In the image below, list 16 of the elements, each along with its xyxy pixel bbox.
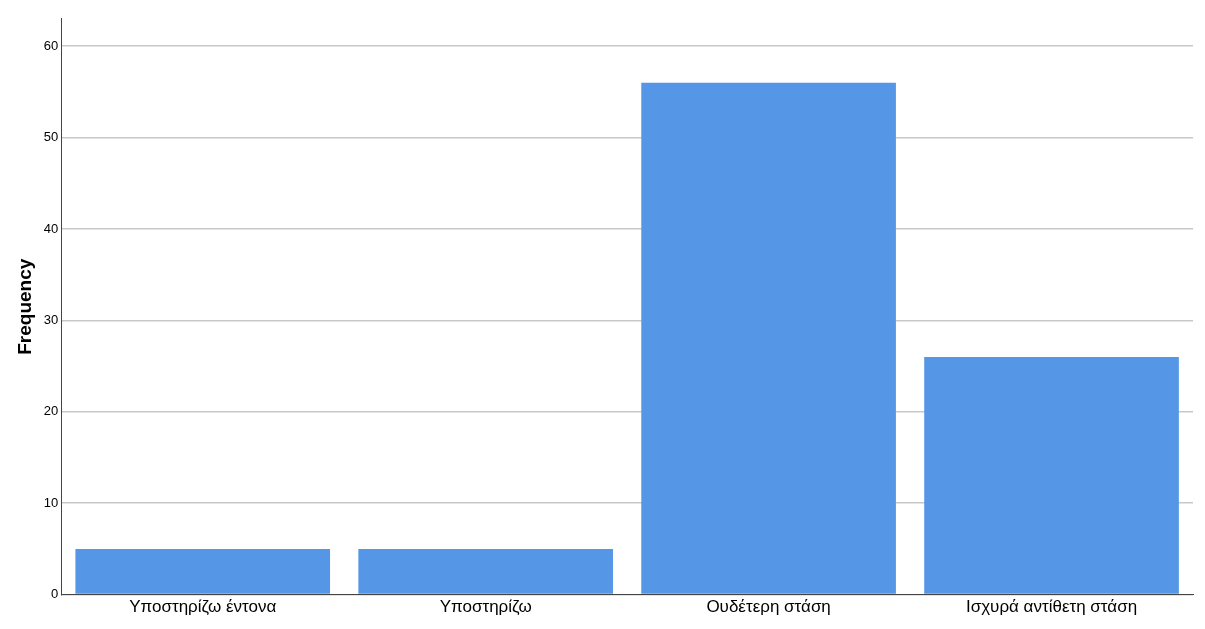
y-tick-label: 60 [43, 37, 59, 53]
y-tick-label: 10 [43, 494, 59, 510]
x-tick-label: Υποστηρίζω [439, 597, 532, 617]
bar [641, 82, 896, 594]
y-tick-label: 0 [51, 586, 59, 602]
bar [75, 548, 331, 594]
y-tick-label: 50 [43, 129, 59, 145]
y-tick-label: 40 [43, 220, 59, 236]
bar [358, 548, 613, 594]
x-tick-label: Ισχυρά αντίθετη στάση [965, 597, 1138, 617]
x-tick-label: Ουδέτερη στάση [706, 597, 831, 617]
y-tick-label: 20 [43, 403, 59, 419]
x-tick-label: Υποστηρίζω έντονα [129, 597, 277, 617]
y-axis-title: Frequency [13, 258, 35, 355]
bar [924, 356, 1179, 594]
y-tick-label: 30 [43, 311, 59, 327]
